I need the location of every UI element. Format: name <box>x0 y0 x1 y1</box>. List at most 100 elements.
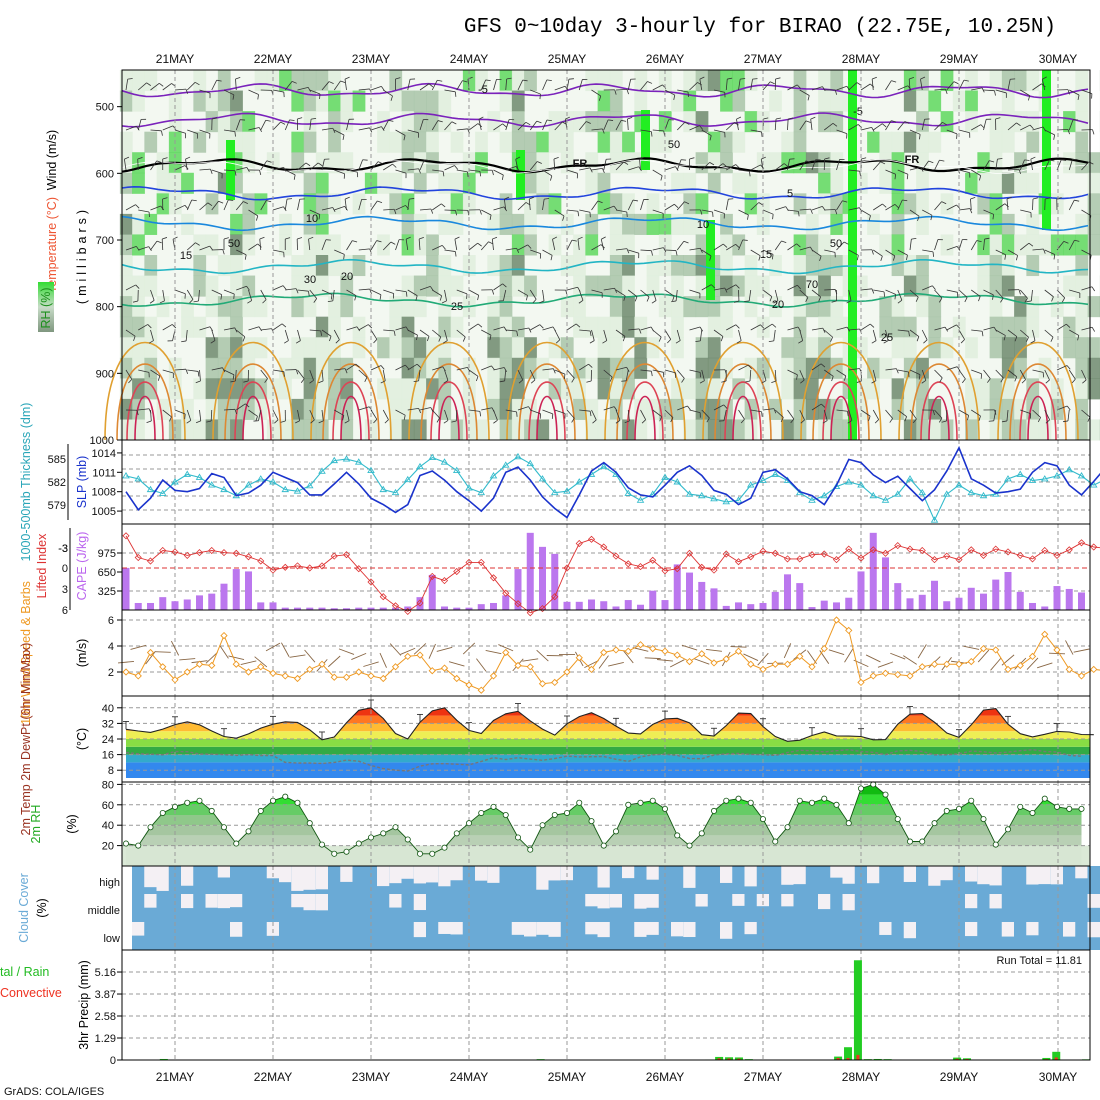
slp-tick-label: 1005 <box>92 506 116 518</box>
rh-cell <box>291 296 305 318</box>
rh-cell <box>413 111 427 133</box>
upper-wind-barb-flag <box>132 300 139 303</box>
upper-wind-barb-flag <box>344 76 350 80</box>
cape-tick-label: 650 <box>98 567 116 579</box>
upper-wind-barb <box>542 289 545 301</box>
rh-cell <box>242 378 256 400</box>
rh-cell <box>818 275 831 297</box>
cloud-cell <box>511 866 525 894</box>
upper-wind-barb-flag <box>902 199 908 202</box>
upper-wind-barb <box>162 409 172 418</box>
upper-wind-barb-flag <box>932 410 935 416</box>
rh-cell <box>940 419 954 441</box>
rh-cell <box>303 419 317 441</box>
rh-cell <box>989 296 1003 318</box>
wind-speed-point <box>355 668 363 676</box>
upper-wind-barb-flag <box>492 236 498 240</box>
upper-wind-barb-flag <box>919 134 921 140</box>
upper-wind-barb <box>652 329 662 338</box>
upper-wind-barb <box>505 166 517 171</box>
upper-wind-barb <box>309 119 312 131</box>
upper-wind-barb <box>493 367 505 371</box>
temperature-contour <box>121 215 1089 232</box>
rh-cell <box>279 357 292 379</box>
cloud-cell <box>450 894 464 922</box>
rh-cell <box>1014 111 1027 133</box>
rh-cell <box>303 398 317 420</box>
upper-wind-barb <box>640 409 647 420</box>
upper-wind-barb-flag <box>356 326 361 332</box>
rh2m-point <box>980 816 987 823</box>
rh-cell <box>119 378 133 400</box>
upper-wind-barb-flag <box>342 415 345 421</box>
wind10m-barb <box>584 660 599 669</box>
thickness-point <box>759 476 767 483</box>
upper-wind-barb-flag <box>1014 376 1018 382</box>
wind10m-barb <box>757 652 769 666</box>
upper-wind-barb <box>405 239 409 251</box>
upper-wind-barb <box>824 122 834 131</box>
upper-wind-barb <box>432 289 442 297</box>
upper-wind-barb-flag <box>332 207 336 213</box>
upper-wind-barb <box>1007 329 1018 337</box>
upper-wind-barb-flag <box>673 94 676 101</box>
upper-wind-barb <box>897 249 908 256</box>
cloud-clear-cell <box>1001 922 1015 937</box>
thickness-point <box>636 496 645 503</box>
wind-speed-point <box>208 661 216 670</box>
rh-cell <box>928 131 942 153</box>
cloud-clear-cell <box>315 866 329 890</box>
dewpoint-line <box>125 748 1082 772</box>
upper-wind-barb-flag <box>938 297 943 303</box>
upper-wind-barb-flag <box>243 201 248 204</box>
cloud-cell <box>573 894 586 922</box>
cape-bar <box>208 593 216 610</box>
cloud-clear-cell <box>585 922 599 935</box>
rh-cell <box>744 172 758 194</box>
upper-wind-barb <box>652 247 664 251</box>
upper-wind-barb-flag <box>788 117 794 120</box>
precip-convective-bar <box>727 1058 731 1060</box>
upper-wind-barb-flag <box>592 419 597 424</box>
warm-contour <box>322 363 380 441</box>
rh-cell <box>315 255 329 277</box>
upper-wind-barb <box>456 169 468 173</box>
upper-wind-barb-flag <box>416 363 422 368</box>
upper-wind-barb <box>125 79 129 91</box>
rh-cell <box>205 398 219 420</box>
upper-wind-barb <box>199 202 209 211</box>
rh-cell <box>830 255 844 277</box>
upper-wind-barb <box>407 79 411 91</box>
temperature-contour <box>121 292 1089 308</box>
rh-cell <box>597 275 611 297</box>
warm-contour <box>332 381 370 441</box>
wind10m-barb <box>656 659 674 662</box>
upper-wind-barb <box>260 120 267 131</box>
lifted-index-point <box>747 553 755 561</box>
rh-cell <box>1001 275 1015 297</box>
rh-cell <box>720 131 733 153</box>
upper-wind-barb <box>186 82 196 91</box>
lifted-index-point <box>918 546 926 555</box>
rh-cell <box>1014 234 1027 256</box>
upper-wind-barb-flag <box>380 380 386 384</box>
wind-speed-point <box>673 651 681 659</box>
upper-wind-barb-flag <box>195 380 201 384</box>
thickness-point <box>452 466 461 473</box>
upper-wind-barb <box>689 326 701 331</box>
upper-wind-barb-flag <box>843 241 849 245</box>
upper-wind-barb-flag <box>989 160 995 163</box>
upper-wind-barb <box>748 289 752 301</box>
precip-total-bar <box>1052 1051 1061 1060</box>
rh-cell <box>119 296 133 318</box>
upper-wind-barb <box>321 369 324 381</box>
rh-cell <box>989 111 1003 133</box>
rh-cell <box>585 316 599 338</box>
rh-cell <box>707 316 721 338</box>
upper-wind-barb <box>174 165 186 171</box>
upper-wind-barb <box>1068 159 1073 171</box>
rh2m-point <box>698 830 705 837</box>
wind-speed-point <box>416 651 424 659</box>
upper-wind-barb-flag <box>186 420 192 424</box>
cloud-cell <box>842 922 856 950</box>
